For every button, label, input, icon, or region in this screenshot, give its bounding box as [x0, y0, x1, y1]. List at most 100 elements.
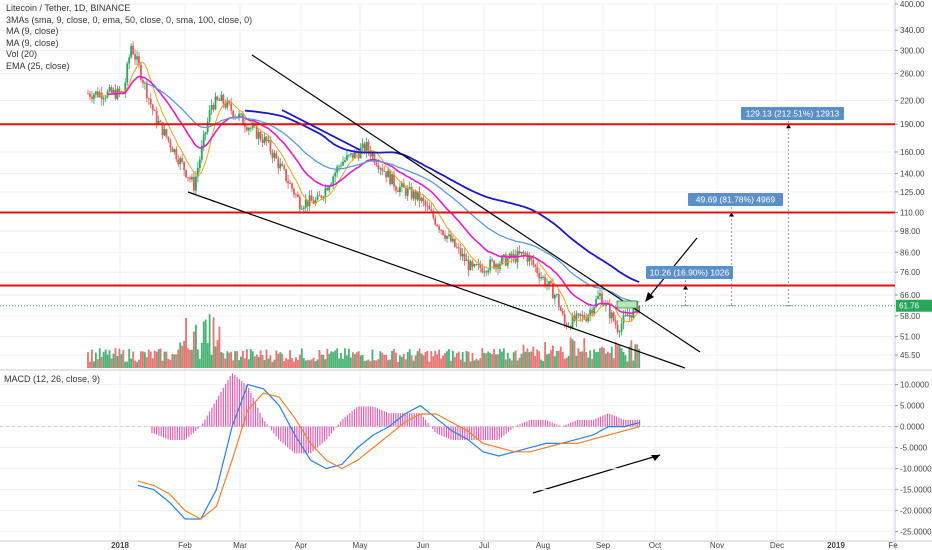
- candle-body: [448, 234, 450, 237]
- volume-bar: [575, 355, 578, 368]
- volume-bar: [169, 359, 172, 368]
- candle-body: [467, 259, 470, 271]
- candle-body: [251, 124, 254, 128]
- volume-bar: [379, 351, 382, 368]
- volume-bar: [373, 360, 376, 368]
- volume-bar: [634, 344, 637, 368]
- signal-line: [137, 392, 641, 520]
- candle-body: [322, 197, 325, 199]
- candle-body: [226, 100, 229, 108]
- candle-body: [618, 331, 621, 333]
- volume-bar: [312, 357, 315, 368]
- volume-bar: [442, 355, 444, 368]
- candle-body: [261, 139, 264, 144]
- candle-body: [379, 168, 382, 170]
- candle-body: [94, 91, 97, 95]
- legend-title: Litecoin / Tether, 1D, BINANCE: [6, 3, 131, 13]
- candle-body: [175, 149, 178, 160]
- volume-bar: [153, 350, 156, 368]
- volume-bar: [120, 353, 123, 368]
- volume-bar: [593, 349, 596, 368]
- candle-body: [481, 268, 484, 273]
- volume-bar: [194, 324, 197, 368]
- candle-body: [520, 252, 523, 254]
- volume-bar: [583, 338, 586, 368]
- volume-bar: [249, 348, 252, 368]
- volume-bar: [477, 360, 480, 368]
- candle-body: [610, 312, 613, 319]
- volume-bar: [451, 350, 454, 368]
- volume-bar: [314, 361, 317, 368]
- volume-bar: [377, 359, 380, 368]
- volume-bar: [610, 346, 613, 368]
- measure-text: 10.26 (16.90%) 1026: [650, 268, 730, 278]
- candle-body: [344, 160, 346, 162]
- volume-bar: [608, 353, 611, 368]
- volume-bar: [222, 353, 225, 368]
- candle-body: [442, 230, 444, 236]
- volume-bar: [96, 359, 99, 368]
- candle-body: [310, 195, 313, 201]
- candle-body: [87, 93, 89, 95]
- candle-body: [306, 199, 309, 207]
- volume-bar: [489, 352, 492, 368]
- volume-bar: [98, 348, 101, 368]
- volume-bar: [563, 358, 566, 368]
- legend-ma1: MA (9, close): [6, 26, 59, 37]
- volume-bar: [185, 317, 187, 368]
- time-tick-label: Jul: [479, 541, 489, 550]
- volume-bar: [520, 353, 523, 368]
- candle-body: [220, 94, 223, 101]
- volume-bar: [167, 358, 170, 368]
- candle-body: [581, 315, 584, 316]
- volume-bar: [550, 350, 552, 368]
- time-tick-label: Aug: [536, 541, 550, 550]
- volume-bar: [638, 348, 641, 368]
- volume-bar: [332, 352, 335, 368]
- candle-body: [332, 176, 335, 184]
- candle-body: [244, 124, 246, 128]
- volume-bar: [524, 351, 527, 368]
- candle-body: [200, 145, 203, 160]
- candle-body: [538, 273, 541, 279]
- candle-body: [408, 187, 411, 189]
- volume-bar: [465, 350, 468, 368]
- volume-bar: [193, 331, 195, 368]
- volume-bar: [400, 356, 403, 368]
- volume-bar: [383, 355, 386, 368]
- volume-bar: [510, 360, 513, 368]
- candle-body: [347, 154, 350, 156]
- volume-bar: [504, 359, 507, 368]
- candle-body: [314, 199, 317, 204]
- candle-body: [534, 264, 537, 267]
- candle-body: [451, 238, 454, 242]
- volume-bar: [220, 352, 223, 368]
- candle-body: [614, 320, 617, 325]
- time-tick-label: Apr: [295, 541, 308, 550]
- price-tick-label: 98.00: [900, 227, 921, 236]
- candle-body: [171, 147, 174, 153]
- volume-bar: [300, 348, 303, 368]
- measure-tag: [646, 266, 733, 279]
- macd-tick-label: 10.0000: [900, 381, 929, 390]
- candle-body: [579, 313, 582, 316]
- candle-body: [128, 57, 131, 64]
- measure-text: 129.13 (212.51%) 12913: [746, 109, 840, 119]
- volume-bar: [208, 314, 211, 368]
- volume-bar: [628, 346, 631, 368]
- candle-body: [230, 103, 233, 111]
- volume-bar: [483, 352, 486, 368]
- volume-bar: [589, 350, 592, 368]
- price-tick-label: 125.00: [900, 188, 925, 197]
- volume-bar: [487, 351, 490, 368]
- candle-body: [185, 169, 187, 178]
- volume-bar: [512, 352, 515, 368]
- price-tick-label: 220.00: [900, 97, 925, 106]
- volume-bar: [114, 348, 117, 368]
- candle-body: [608, 304, 611, 319]
- volume-bar: [620, 348, 623, 368]
- volume-bar: [140, 351, 142, 368]
- candle-body: [589, 309, 592, 315]
- volume-bar: [159, 348, 162, 368]
